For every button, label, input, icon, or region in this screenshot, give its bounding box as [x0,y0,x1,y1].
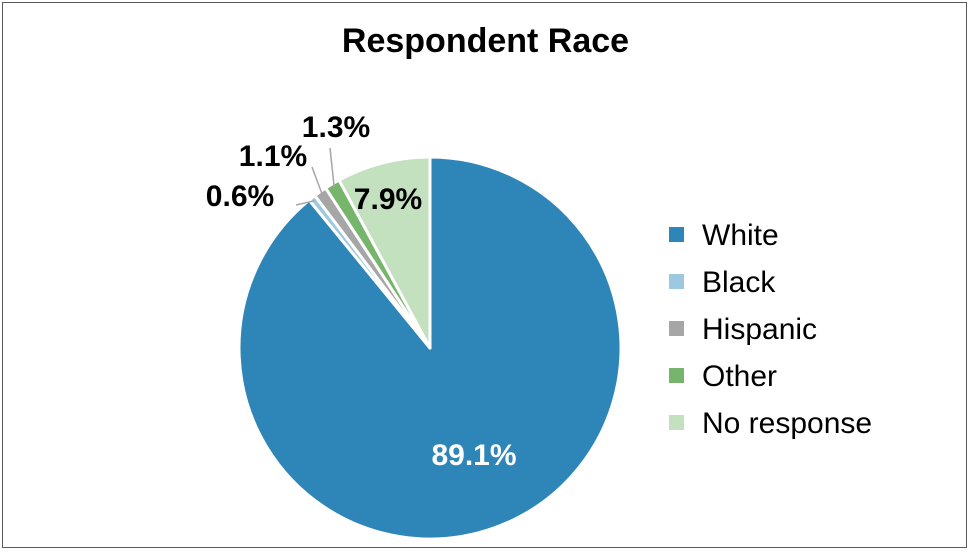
legend-label-no-response: No response [702,407,872,440]
data-label-white: 89.1% [431,439,516,472]
legend-swatch-black [669,274,684,289]
leader-lines [295,147,335,206]
legend-item-white: White [669,219,779,252]
legend-swatch-other [669,368,684,383]
legend-swatch-hispanic [669,321,684,336]
data-label-no-response: 7.9% [354,183,422,216]
legend-swatch-white [669,227,684,242]
leader-line-other [329,147,335,188]
data-label-hispanic: 1.1% [239,140,307,173]
legend-item-other: Other [669,360,777,393]
legend-item-no-response: No response [669,407,872,440]
legend-label-other: Other [702,360,777,393]
leader-line-hispanic [311,166,324,196]
data-label-black: 0.6% [206,180,274,213]
pie-slices [237,155,623,541]
data-label-other: 1.3% [302,111,370,144]
legend: White Black Hispanic Other No response [669,219,872,440]
legend-label-hispanic: Hispanic [702,313,817,346]
legend-label-black: Black [702,266,776,299]
pie-slice-no-response [337,155,432,350]
leader-line-black [295,200,315,206]
legend-item-black: Black [669,266,776,299]
legend-swatch-no-response [669,415,684,430]
chart-title: Respondent Race [341,22,630,60]
legend-item-hispanic: Hispanic [669,313,817,346]
data-labels: 89.1% 0.6% 1.1%1.3% 7.9% [206,111,517,472]
legend-label-white: White [702,219,779,252]
